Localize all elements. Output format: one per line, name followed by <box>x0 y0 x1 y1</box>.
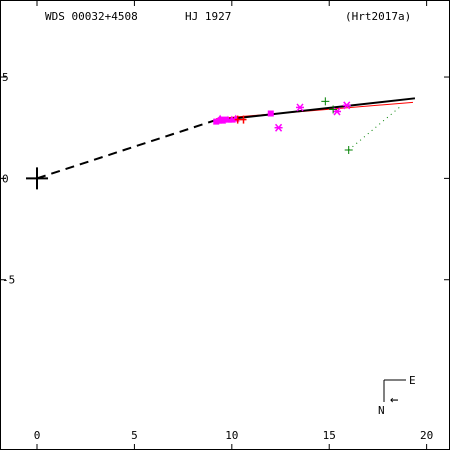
asterisk-stroke <box>333 107 341 116</box>
asterisk-stroke <box>343 101 351 110</box>
asterisk-stroke <box>296 103 304 112</box>
plus-marker <box>321 97 330 106</box>
y-tick-label: -5 <box>2 274 15 287</box>
connector-dashed-line <box>36 119 215 180</box>
asterisk-stroke <box>275 123 283 132</box>
compass-north-label: N <box>378 404 385 417</box>
compass-east-label: E <box>409 374 416 387</box>
chart-header-right: (Hrt2017a) <box>345 10 411 23</box>
chart-header-left: WDS 00032+4508 <box>45 10 138 23</box>
plus-marker <box>344 146 353 154</box>
asterisk-marker <box>296 103 304 112</box>
compass-arrow: ← <box>390 392 398 408</box>
hbar-marker <box>234 115 241 124</box>
asterisk-marker <box>342 101 351 110</box>
compass: E N ← <box>378 374 416 417</box>
x-tick-label: 15 <box>323 429 336 442</box>
x-tick-label: 20 <box>420 429 433 442</box>
x-tick-label: 0 <box>34 429 41 442</box>
residual-dotted-line <box>348 107 400 151</box>
square-marker <box>213 118 220 125</box>
asterisk-marker <box>274 123 283 132</box>
x-tick-label: 10 <box>225 429 238 442</box>
y-tick-label: 5 <box>2 71 9 84</box>
square-marker <box>221 116 228 123</box>
hbar-marker <box>240 115 247 124</box>
primary-star-marker <box>26 167 49 190</box>
chart-header-center: HJ 1927 <box>185 10 231 23</box>
fit-line-black <box>214 97 416 122</box>
plus-marker <box>329 105 338 114</box>
x-tick-label: 5 <box>131 429 138 442</box>
y-tick-label: 0 <box>2 172 9 185</box>
square-marker <box>267 110 274 117</box>
series-group <box>26 97 416 190</box>
